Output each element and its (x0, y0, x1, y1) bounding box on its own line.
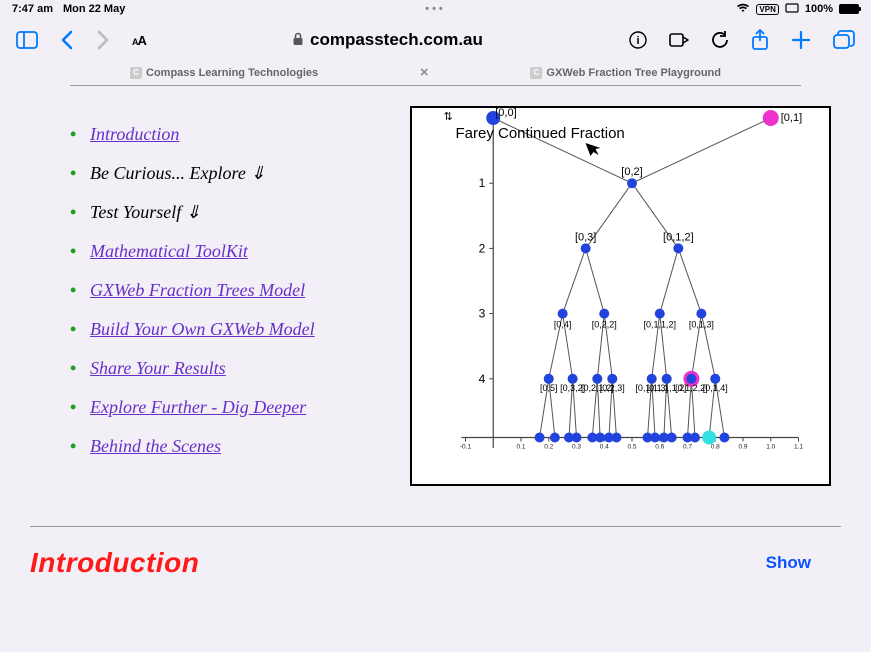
svg-text:[0,3]: [0,3] (575, 231, 596, 243)
svg-text:0.5: 0.5 (627, 443, 636, 450)
svg-text:1.1: 1.1 (794, 443, 803, 450)
lock-icon (292, 32, 304, 49)
svg-text:0.6: 0.6 (655, 443, 664, 450)
back-button[interactable] (60, 30, 74, 50)
list-item: Share Your Results (70, 358, 390, 379)
svg-text:[0,0]: [0,0] (495, 108, 516, 119)
reload-icon[interactable] (711, 31, 729, 49)
svg-text:[0,1]: [0,1] (781, 112, 802, 124)
svg-text:0.8: 0.8 (711, 443, 720, 450)
nav-test-yourself: Test Yourself ⇓ (90, 202, 201, 222)
list-item: Be Curious... Explore ⇓ (70, 163, 390, 184)
tab-right-label: GXWeb Fraction Tree Playground (546, 67, 721, 79)
svg-text:i: i (636, 35, 639, 47)
extensions-icon[interactable] (669, 31, 689, 49)
svg-text:1.0: 1.0 (766, 443, 775, 450)
show-link[interactable]: Show (766, 547, 811, 573)
svg-text:[0,1,4]: [0,1,4] (703, 383, 728, 393)
svg-text:1: 1 (479, 176, 486, 190)
screen-mirror-icon (785, 3, 799, 16)
svg-text:0.3: 0.3 (572, 443, 581, 450)
svg-text:2: 2 (479, 241, 486, 255)
sidebar-toggle-icon[interactable] (16, 31, 38, 49)
pill-indicator: ••• (425, 3, 446, 15)
battery-pct: 100% (805, 3, 833, 15)
svg-text:3: 3 (479, 307, 486, 321)
status-date: Mon 22 May (63, 3, 125, 15)
section-heading: Introduction (30, 547, 199, 579)
svg-text:[0,1,3]: [0,1,3] (689, 320, 714, 330)
chart-panel[interactable]: 1 2 3 4 -0.1 0.1 0.2 0.3 0.4 0.5 0.6 0.7 0.8 0.9 1.0 1.… (410, 106, 831, 486)
list-item: Behind the Scenes (70, 436, 390, 457)
nav-list: Introduction Be Curious... Explore ⇓ Tes… (40, 106, 390, 486)
svg-text:[0,2,3]: [0,2,3] (600, 383, 625, 393)
list-item: Explore Further - Dig Deeper (70, 397, 390, 418)
text-size-button[interactable]: AA (132, 33, 146, 48)
privacy-report-icon[interactable]: i (629, 31, 647, 49)
svg-text:0.7: 0.7 (683, 443, 692, 450)
tab-favicon: C (530, 67, 542, 79)
intro-section: Introduction Show (0, 527, 871, 579)
new-tab-icon[interactable] (791, 30, 811, 50)
tab-left-label: Compass Learning Technologies (146, 67, 318, 79)
svg-text:Farey Continued Fraction: Farey Continued Fraction (456, 125, 625, 142)
list-item: Build Your Own GXWeb Model (70, 319, 390, 340)
farey-tree-chart: 1 2 3 4 -0.1 0.1 0.2 0.3 0.4 0.5 0.6 0.7 0.8 0.9 1.0 1.… (412, 108, 829, 484)
svg-text:[0,2]: [0,2] (621, 166, 642, 178)
nav-behind[interactable]: Behind the Scenes (90, 436, 221, 456)
tabs-row: C Compass Learning Technologies ✕ C GXWe… (0, 62, 871, 85)
svg-text:[0,1,1,2]: [0,1,1,2] (643, 320, 676, 330)
svg-text:[0,2,2]: [0,2,2] (592, 320, 617, 330)
list-item: GXWeb Fraction Trees Model (70, 280, 390, 301)
nav-fraction-trees[interactable]: GXWeb Fraction Trees Model (90, 280, 305, 300)
nav-curious: Be Curious... Explore ⇓ (90, 163, 265, 183)
status-bar: 7:47 am Mon 22 May ••• VPN 100% (0, 0, 871, 18)
tabs-icon[interactable] (833, 30, 855, 50)
wifi-icon (736, 3, 750, 16)
svg-text:0.1: 0.1 (516, 443, 525, 450)
list-item: Test Yourself ⇓ (70, 202, 390, 223)
svg-text:⇅: ⇅ (444, 111, 453, 123)
nav-explore[interactable]: Explore Further - Dig Deeper (90, 397, 306, 417)
forward-button[interactable] (96, 30, 110, 50)
safari-toolbar: AA compasstech.com.au i (0, 18, 871, 62)
svg-text:[0,5]: [0,5] (540, 383, 558, 393)
svg-text:4: 4 (479, 372, 486, 386)
battery-icon (839, 4, 859, 14)
share-icon[interactable] (751, 29, 769, 51)
svg-text:-0.1: -0.1 (460, 443, 472, 450)
nav-toolkit[interactable]: Mathematical ToolKit (90, 241, 248, 261)
tab-close-icon[interactable]: ✕ (420, 66, 429, 79)
tab-favicon: C (130, 67, 142, 79)
address-bar[interactable]: compasstech.com.au (168, 30, 607, 50)
tab-right[interactable]: C GXWeb Fraction Tree Playground (530, 67, 721, 79)
svg-text:0.4: 0.4 (600, 443, 609, 450)
address-text: compasstech.com.au (310, 30, 483, 50)
svg-text:0.9: 0.9 (738, 443, 747, 450)
vpn-badge: VPN (756, 4, 778, 15)
svg-text:0.2: 0.2 (544, 443, 553, 450)
nav-share[interactable]: Share Your Results (90, 358, 226, 378)
status-time: 7:47 am (12, 3, 53, 15)
nav-introduction[interactable]: Introduction (90, 124, 179, 144)
nav-build-own[interactable]: Build Your Own GXWeb Model (90, 319, 315, 339)
main-content: Introduction Be Curious... Explore ⇓ Tes… (0, 86, 871, 496)
svg-text:[0,4]: [0,4] (554, 320, 572, 330)
list-item: Mathematical ToolKit (70, 241, 390, 262)
tab-left[interactable]: C Compass Learning Technologies (130, 67, 318, 79)
list-item: Introduction (70, 124, 390, 145)
svg-text:[0,1,2]: [0,1,2] (663, 231, 694, 243)
